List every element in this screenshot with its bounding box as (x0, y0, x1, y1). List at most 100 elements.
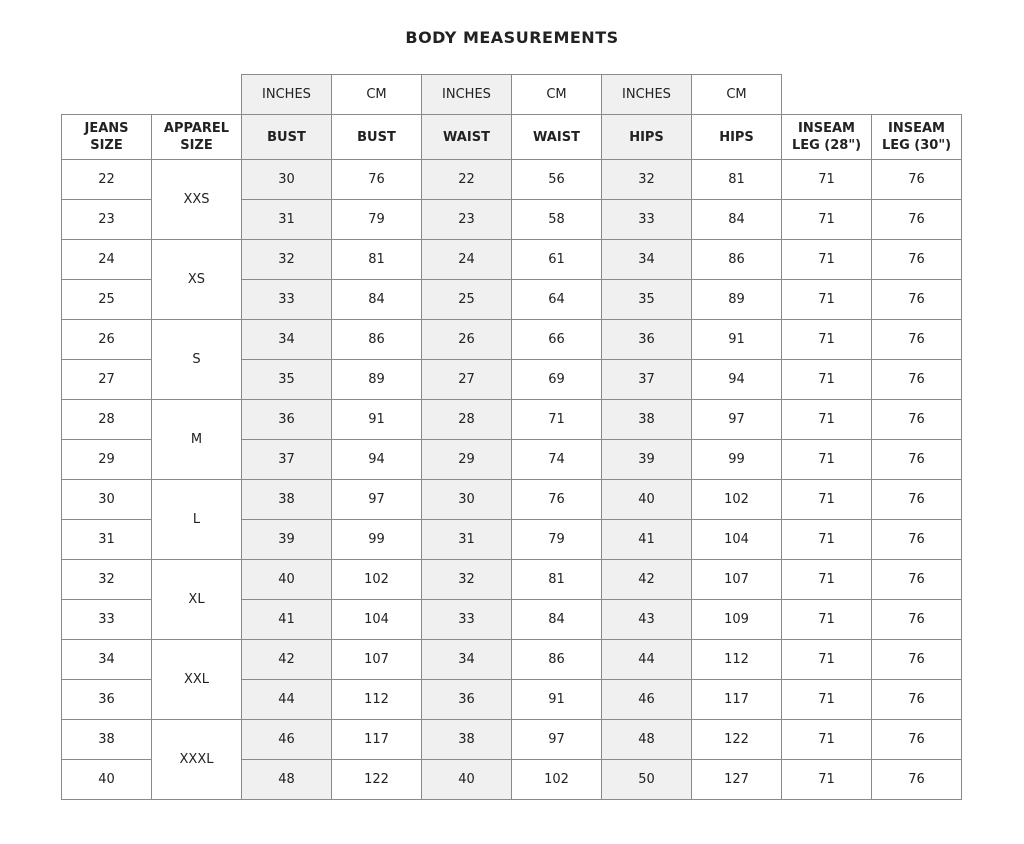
measurement-cell: 76 (871, 359, 962, 400)
measurement-cell: 71 (781, 679, 872, 720)
jeans-size-cell: 22 (61, 159, 152, 200)
measurement-cell: 81 (511, 559, 602, 600)
measurement-cell: 44 (241, 679, 332, 720)
apparel-size-cell: XS (151, 239, 242, 320)
measurement-cell: 122 (691, 719, 782, 760)
measurement-cell: 76 (871, 479, 962, 520)
measurement-cell: 71 (781, 239, 872, 280)
jeans-size-cell: 25 (61, 279, 152, 320)
measurement-cell: 34 (241, 319, 332, 360)
measurement-cell: 76 (871, 599, 962, 640)
column-header: HIPS (601, 114, 692, 160)
measurement-cell: 71 (781, 559, 872, 600)
measurement-cell: 34 (421, 639, 512, 680)
jeans-size-cell: 30 (61, 479, 152, 520)
column-header: WAIST (511, 114, 602, 160)
measurement-cell: 48 (241, 759, 332, 800)
measurement-cell: 99 (331, 519, 422, 560)
measurement-cell: 38 (241, 479, 332, 520)
measurement-cell: 32 (241, 239, 332, 280)
measurement-cell: 43 (601, 599, 692, 640)
measurement-cell: 26 (421, 319, 512, 360)
measurement-cell: 71 (781, 319, 872, 360)
measurement-cell: 71 (781, 159, 872, 200)
table-row: 26 S 34 86 26 66 36 91 71 76 (61, 319, 962, 400)
blank-cell (782, 75, 872, 115)
measurement-cell: 91 (331, 399, 422, 440)
measurement-cell: 76 (871, 719, 962, 760)
measurement-cell: 81 (691, 159, 782, 200)
measurement-cell: 91 (691, 319, 782, 360)
measurement-cell: 86 (511, 639, 602, 680)
measurement-cell: 71 (781, 359, 872, 400)
measurement-cell: 71 (781, 479, 872, 520)
measurement-cell: 48 (601, 719, 692, 760)
measurement-cell: 76 (871, 319, 962, 360)
apparel-size-cell: XXL (151, 639, 242, 720)
apparel-size-cell: S (151, 319, 242, 400)
measurement-cell: 76 (871, 559, 962, 600)
unit-header: INCHES (241, 74, 332, 115)
table-row: 25 33 84 25 64 35 89 71 76 (61, 279, 962, 320)
measurement-cell: 89 (691, 279, 782, 320)
measurement-cell: 104 (691, 519, 782, 560)
jeans-size-cell: 24 (61, 239, 152, 280)
measurement-cell: 29 (421, 439, 512, 480)
table-row: 22 XXS 30 76 22 56 32 81 71 76 (61, 159, 962, 240)
column-header: HIPS (691, 114, 782, 160)
measurement-cell: 31 (241, 199, 332, 240)
measurement-cell: 36 (421, 679, 512, 720)
measurement-cell: 97 (691, 399, 782, 440)
jeans-size-cell: 23 (61, 199, 152, 240)
measurement-cell: 104 (331, 599, 422, 640)
jeans-size-cell: 40 (61, 759, 152, 800)
table-row: 24 XS 32 81 24 61 34 86 71 76 (61, 239, 962, 320)
table-row: 30 L 38 97 30 76 40 102 71 76 (61, 479, 962, 560)
measurement-cell: 25 (421, 279, 512, 320)
measurement-cell: 40 (601, 479, 692, 520)
measurement-cell: 127 (691, 759, 782, 800)
measurement-cell: 74 (511, 439, 602, 480)
measurement-cell: 76 (871, 279, 962, 320)
apparel-size-cell: XXXL (151, 719, 242, 800)
jeans-size-cell: 33 (61, 599, 152, 640)
measurement-cell: 24 (421, 239, 512, 280)
jeans-size-cell: 29 (61, 439, 152, 480)
measurement-cell: 76 (511, 479, 602, 520)
measurement-cell: 69 (511, 359, 602, 400)
measurement-cell: 30 (241, 159, 332, 200)
measurement-cell: 76 (871, 639, 962, 680)
apparel-size-cell: M (151, 399, 242, 480)
measurement-cell: 102 (511, 759, 602, 800)
measurement-cell: 56 (511, 159, 602, 200)
column-header: JEANS SIZE (61, 114, 152, 160)
column-header: INSEAM LEG (30") (871, 114, 962, 160)
measurement-cell: 117 (331, 719, 422, 760)
measurement-cell: 86 (331, 319, 422, 360)
measurement-cell: 91 (511, 679, 602, 720)
measurement-cell: 79 (511, 519, 602, 560)
measurement-cell: 46 (241, 719, 332, 760)
measurement-cell: 31 (421, 519, 512, 560)
measurement-cell: 76 (871, 399, 962, 440)
blank-cell (872, 75, 962, 115)
measurement-cell: 71 (781, 599, 872, 640)
measurement-cell: 64 (511, 279, 602, 320)
table-row: 34 XXL 42 107 34 86 44 112 71 76 (61, 639, 962, 720)
measurement-cell: 71 (511, 399, 602, 440)
size-chart-table: INCHES CM INCHES CM INCHES CM JEANS SIZE APPAREL… (61, 74, 962, 800)
measurement-cell: 112 (691, 639, 782, 680)
measurement-cell: 94 (691, 359, 782, 400)
measurement-cell: 71 (781, 639, 872, 680)
measurement-cell: 71 (781, 399, 872, 440)
measurement-cell: 76 (871, 439, 962, 480)
measurement-cell: 76 (871, 159, 962, 200)
measurement-cell: 39 (241, 519, 332, 560)
jeans-size-cell: 31 (61, 519, 152, 560)
table-row: 23 31 79 23 58 33 84 71 76 (61, 199, 962, 240)
measurement-cell: 71 (781, 439, 872, 480)
measurement-cell: 35 (241, 359, 332, 400)
measurement-cell: 76 (871, 199, 962, 240)
measurement-cell: 32 (421, 559, 512, 600)
measurement-cell: 33 (601, 199, 692, 240)
